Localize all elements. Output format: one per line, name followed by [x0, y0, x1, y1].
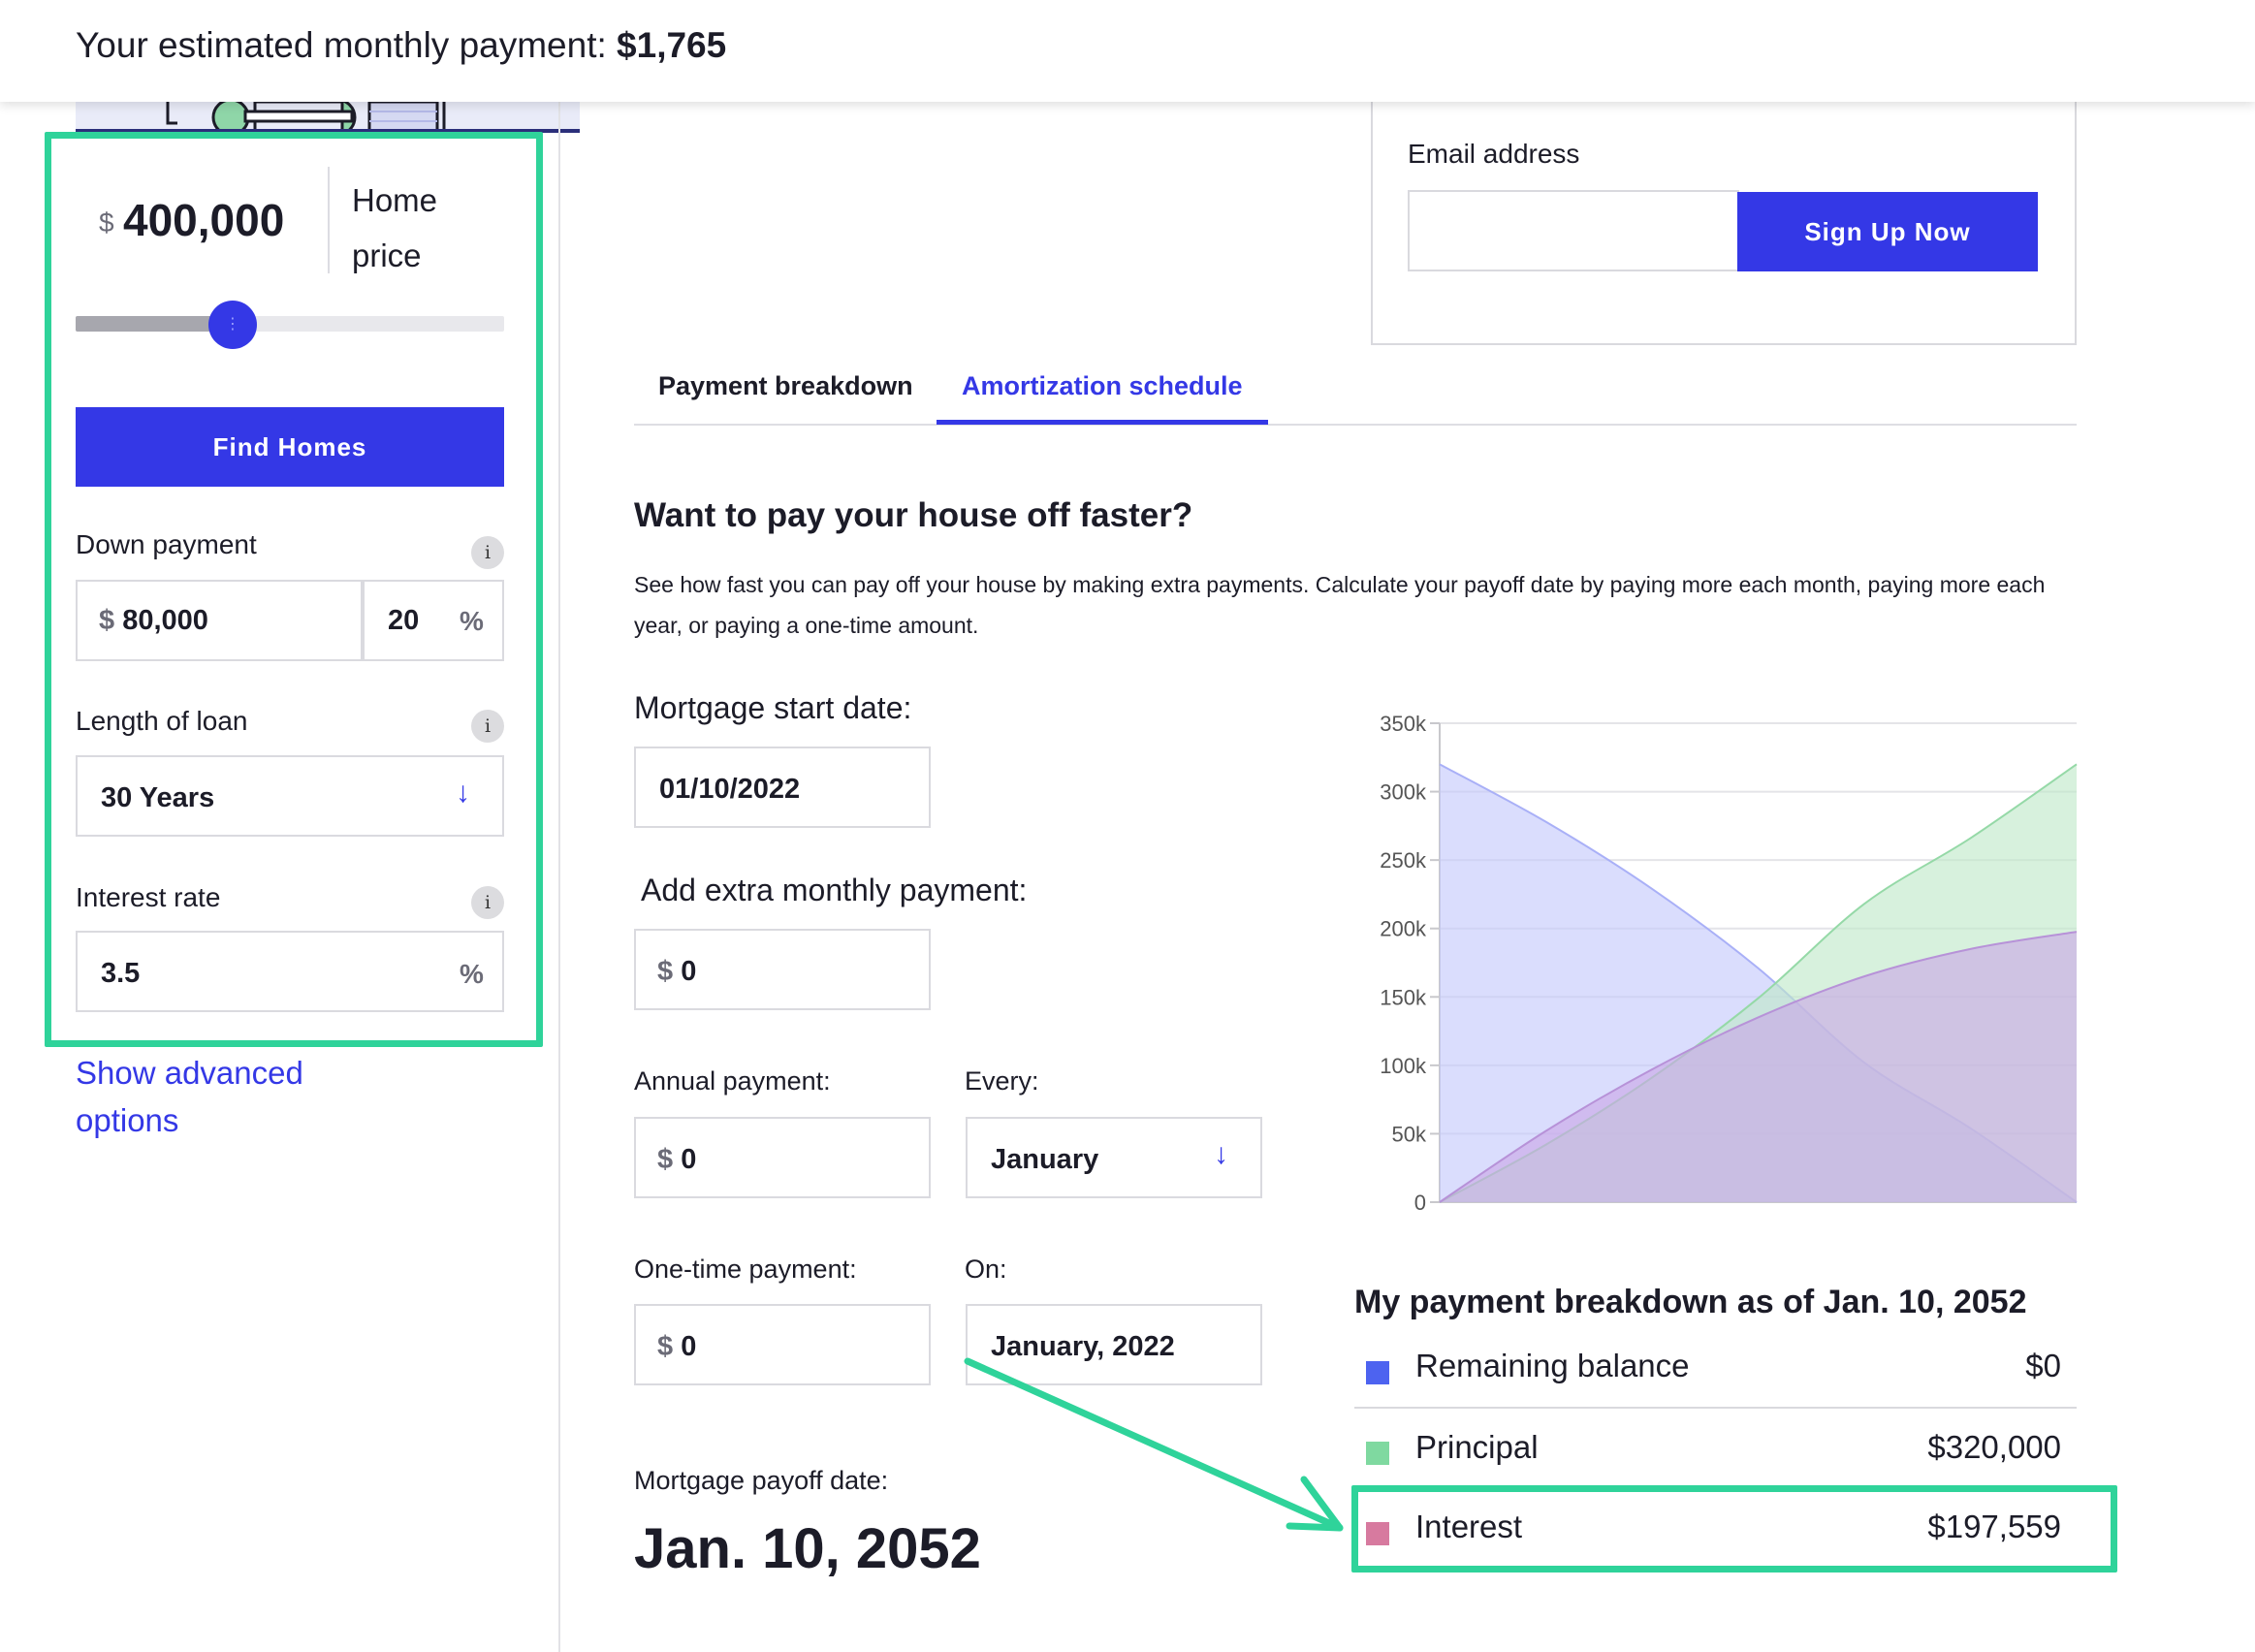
down-payment-info-icon[interactable]: i	[471, 536, 504, 569]
annual-payment-value: 0	[681, 1144, 697, 1175]
payment-banner: Your estimated monthly payment: $1,765	[0, 0, 2255, 102]
interest-swatch	[1366, 1522, 1389, 1545]
down-payment-amount-value: 80,000	[122, 605, 208, 636]
remaining-balance-value: $0	[2025, 1348, 2061, 1383]
extra-monthly-payment-amount: $ 0	[657, 956, 696, 988]
home-price-slider-handle[interactable]: ⋮	[208, 301, 257, 349]
email-address-input[interactable]	[1408, 190, 1739, 271]
show-advanced-options-link[interactable]: Show advanced options	[76, 1055, 303, 1138]
breakdown-divider	[1354, 1407, 2077, 1409]
mortgage-payoff-date-value: Jan. 10, 2052	[634, 1517, 981, 1580]
annual-payment-amount: $ 0	[657, 1144, 696, 1176]
sidebar-divider	[558, 102, 560, 1652]
home-price-label: Home price	[352, 182, 438, 273]
remaining-balance-swatch	[1366, 1361, 1389, 1384]
down-payment-amount-field[interactable]: $ 80,000	[76, 580, 363, 661]
loan-length-chevron-down-icon: ↓	[456, 777, 470, 809]
one-time-payment-currency: $	[657, 1331, 674, 1362]
interest-highlight-box	[1351, 1485, 2117, 1573]
home-price-value[interactable]: 400,000	[123, 195, 285, 245]
monthly-payment-prefix: Your estimated monthly payment:	[76, 25, 618, 65]
calculator-highlight-box	[45, 132, 543, 1047]
one-time-payment-date-value: January, 2022	[991, 1331, 1175, 1362]
principal-swatch	[1366, 1442, 1389, 1465]
principal-label: Principal	[1415, 1429, 1539, 1465]
tab-amortization-schedule[interactable]: Amortization schedule	[962, 371, 1243, 400]
chart-y-tick-label: 300k	[1380, 780, 1427, 805]
interest-label: Interest	[1415, 1509, 1523, 1544]
down-payment-amount[interactable]: $ 80,000	[99, 605, 208, 637]
chart-y-tick-label: 0	[1414, 1191, 1426, 1215]
loan-length-info-icon[interactable]: i	[471, 710, 504, 743]
pay-off-faster-description: See how fast you can pay off your house …	[634, 572, 2046, 638]
one-time-payment-field[interactable]: $ 0	[634, 1304, 931, 1385]
mortgage-payoff-date-label: Mortgage payoff date:	[634, 1466, 889, 1495]
every-month-chevron-down-icon: ↓	[1214, 1138, 1228, 1170]
one-time-payment-label: One-time payment:	[634, 1255, 857, 1284]
down-payment-percent-value[interactable]: 20	[388, 605, 420, 636]
chart-area-interest-line	[1439, 931, 2078, 1203]
down-payment-percent-symbol: %	[460, 606, 484, 636]
mortgage-start-date-field[interactable]: 01/10/2022	[634, 747, 931, 828]
loan-length-label: Length of loan	[76, 706, 248, 736]
tab-payment-breakdown[interactable]: Payment breakdown	[658, 371, 913, 400]
on-label: On:	[965, 1255, 1007, 1284]
house-illustration-art	[76, 102, 580, 129]
interest-rate-field[interactable]: 3.5 %	[76, 931, 504, 1012]
annual-payment-currency: $	[657, 1144, 674, 1175]
chart-y-tick-label: 350k	[1380, 712, 1427, 736]
chart-y-tick-label: 150k	[1380, 985, 1427, 1009]
extra-monthly-value: 0	[681, 956, 697, 987]
interest-value: $197,559	[1927, 1509, 2061, 1544]
loan-length-value: 30 Years	[101, 782, 215, 813]
every-month-value: January	[991, 1144, 1099, 1175]
monthly-payment-text: Your estimated monthly payment: $1,765	[76, 25, 726, 66]
mortgage-start-date-value: 01/10/2022	[659, 774, 801, 805]
house-illustration	[76, 102, 580, 133]
interest-rate-percent-symbol: %	[460, 959, 484, 989]
chart-y-tick-label: 200k	[1380, 917, 1427, 941]
payment-breakdown-title: My payment breakdown as of Jan. 10, 2052	[1354, 1284, 2027, 1320]
down-payment-percent-field[interactable]: 20 %	[363, 580, 504, 661]
chart-y-tick-label: 100k	[1380, 1054, 1427, 1078]
chart-y-tick-label: 50k	[1392, 1122, 1427, 1146]
every-label: Every:	[965, 1066, 1039, 1096]
newsletter-card	[1371, 102, 2077, 345]
find-homes-button[interactable]: Find Homes	[76, 407, 504, 487]
chart-y-tick-label: 250k	[1380, 848, 1427, 873]
home-price-currency: $	[99, 207, 114, 238]
sign-up-now-button[interactable]: Sign Up Now	[1737, 192, 2038, 271]
annotation-arrow	[964, 1357, 1344, 1532]
one-time-payment-date-field[interactable]: January, 2022	[966, 1304, 1262, 1385]
remaining-balance-label: Remaining balance	[1415, 1348, 1690, 1383]
down-payment-label: Down payment	[76, 529, 257, 559]
mortgage-start-date-label: Mortgage start date:	[634, 690, 912, 725]
extra-monthly-currency: $	[657, 956, 674, 987]
monthly-payment-amount: $1,765	[617, 25, 727, 65]
home-price-slider-fill	[76, 316, 231, 332]
home-price-divider	[328, 167, 330, 273]
one-time-payment-value: 0	[681, 1331, 697, 1362]
extra-monthly-payment-label: Add extra monthly payment:	[641, 873, 1028, 907]
annual-payment-label: Annual payment:	[634, 1066, 831, 1096]
principal-value: $320,000	[1927, 1429, 2061, 1465]
interest-rate-info-icon[interactable]: i	[471, 886, 504, 919]
tabs-divider	[634, 424, 2077, 426]
email-address-label: Email address	[1408, 139, 1580, 169]
one-time-payment-amount: $ 0	[657, 1331, 696, 1363]
interest-rate-value[interactable]: 3.5	[101, 958, 141, 989]
pay-off-faster-heading: Want to pay your house off faster?	[634, 496, 1193, 534]
amortization-chart-svg: 0 50k 100k 150k 200k 250k 300k 350k	[1380, 712, 2078, 1215]
active-tab-indicator	[937, 420, 1268, 425]
extra-monthly-payment-field[interactable]: $ 0	[634, 929, 931, 1010]
loan-length-select[interactable]: 30 Years ↓	[76, 755, 504, 837]
chart-area-remaining-balance	[1440, 764, 2077, 1202]
chart-area-interest	[1440, 932, 2077, 1202]
interest-rate-label: Interest rate	[76, 882, 221, 912]
every-month-select[interactable]: January ↓	[966, 1117, 1262, 1198]
amortization-chart: 0 50k 100k 150k 200k 250k 300k 350k	[1352, 698, 2089, 1222]
down-payment-currency: $	[99, 605, 115, 636]
annual-payment-field[interactable]: $ 0	[634, 1117, 931, 1198]
